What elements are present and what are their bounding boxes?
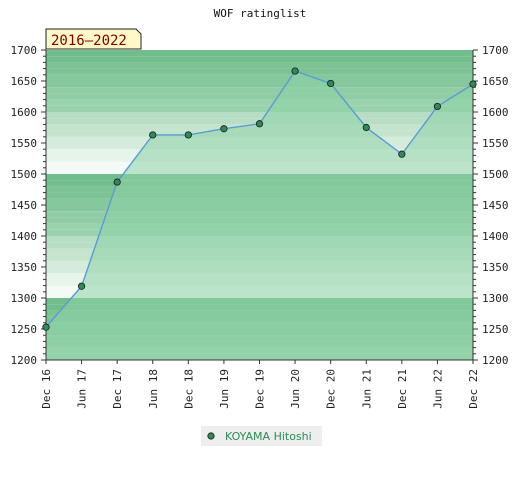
data-point xyxy=(149,131,157,139)
x-tick-label: Dec 16 xyxy=(40,369,53,409)
y-tick-label-right: 1300 xyxy=(482,292,509,305)
band xyxy=(46,99,473,106)
data-point xyxy=(469,80,477,88)
data-point xyxy=(433,102,442,111)
y-tick-label-left: 1300 xyxy=(11,292,38,305)
y-tick-label-left: 1400 xyxy=(11,230,38,243)
x-tick-label: Dec 20 xyxy=(325,369,338,409)
band xyxy=(46,62,473,69)
x-tick-label: Dec 21 xyxy=(396,369,409,409)
data-point xyxy=(113,178,121,186)
y-tick-label-right: 1400 xyxy=(482,230,509,243)
x-axis: Dec 16 Jun 17 Dec 17 Jun 18 Dec 18 Jun 19 Dec … xyxy=(40,369,480,409)
band xyxy=(46,112,473,119)
data-point xyxy=(184,131,192,139)
y-tick-label-right: 1600 xyxy=(482,106,509,119)
x-tick-label: Dec 17 xyxy=(111,369,124,409)
period-badge: 2016–2022 xyxy=(45,28,142,50)
period-badge-box xyxy=(45,28,142,50)
data-point xyxy=(77,282,86,290)
data-point xyxy=(362,123,370,132)
y-tick-label-left: 1500 xyxy=(11,168,38,181)
data-point xyxy=(398,150,406,158)
band xyxy=(46,74,473,81)
chart-title: WOF ratinglist xyxy=(214,7,307,20)
data-point xyxy=(255,120,264,128)
y-tick-label-right: 1700 xyxy=(482,44,509,57)
data-point xyxy=(42,323,50,331)
band xyxy=(46,87,473,94)
x-tick-label: Jun 17 xyxy=(76,369,89,409)
y-tick-label-right: 1500 xyxy=(482,168,509,181)
y-tick-label-right: 1650 xyxy=(482,75,509,88)
x-tick-label: Dec 18 xyxy=(182,369,195,409)
y-tick-label-right: 1200 xyxy=(482,354,509,367)
band xyxy=(46,105,473,112)
x-tick-label: Jun 22 xyxy=(431,369,444,409)
data-points xyxy=(42,67,477,331)
y-tick-label-left: 1650 xyxy=(11,75,38,88)
legend-series-name: KOYAMA Hitoshi xyxy=(225,430,312,443)
x-tick-label: Jun 21 xyxy=(360,369,373,409)
y-tick-label-left: 1250 xyxy=(11,323,38,336)
y-tick-label-right: 1450 xyxy=(482,199,509,212)
y-tick-label-left: 1700 xyxy=(11,44,38,57)
data-point xyxy=(220,125,228,133)
y-tick-label-left: 1450 xyxy=(11,199,38,212)
y-tick-label-right: 1250 xyxy=(482,323,509,336)
band xyxy=(46,81,473,88)
legend: KOYAMA Hitoshi xyxy=(201,426,322,446)
y-tick-label-right: 1550 xyxy=(482,137,509,150)
band xyxy=(46,56,473,63)
band xyxy=(46,93,473,100)
y-axis-left: 1200 1250 1300 1350 1400 1450 1500 1550 1600 1650… xyxy=(11,44,38,367)
band xyxy=(46,50,473,57)
y-tick-label-left: 1550 xyxy=(11,137,38,150)
x-tick-label: Jun 18 xyxy=(147,369,160,409)
legend-box xyxy=(201,426,322,446)
period-label: 2016–2022 xyxy=(51,33,127,49)
axes xyxy=(41,49,478,364)
x-tick-label: Jun 19 xyxy=(218,369,231,409)
data-point xyxy=(291,67,299,75)
data-point xyxy=(327,79,335,88)
y-tick-label-left: 1200 xyxy=(11,354,38,367)
legend-marker xyxy=(207,432,215,440)
y-tick-label-left: 1350 xyxy=(11,261,38,274)
band xyxy=(46,68,473,75)
x-tick-label: Dec 22 xyxy=(467,369,480,409)
x-tick-label: Jun 20 xyxy=(289,369,302,409)
y-tick-label-left: 1600 xyxy=(11,106,38,119)
x-tick-label: Dec 19 xyxy=(254,369,267,409)
y-tick-label-right: 1350 xyxy=(482,261,509,274)
y-axis-right: 1200 1250 1300 1350 1400 1450 1500 1550 1600 1650… xyxy=(482,44,509,367)
area-shape xyxy=(46,71,473,360)
